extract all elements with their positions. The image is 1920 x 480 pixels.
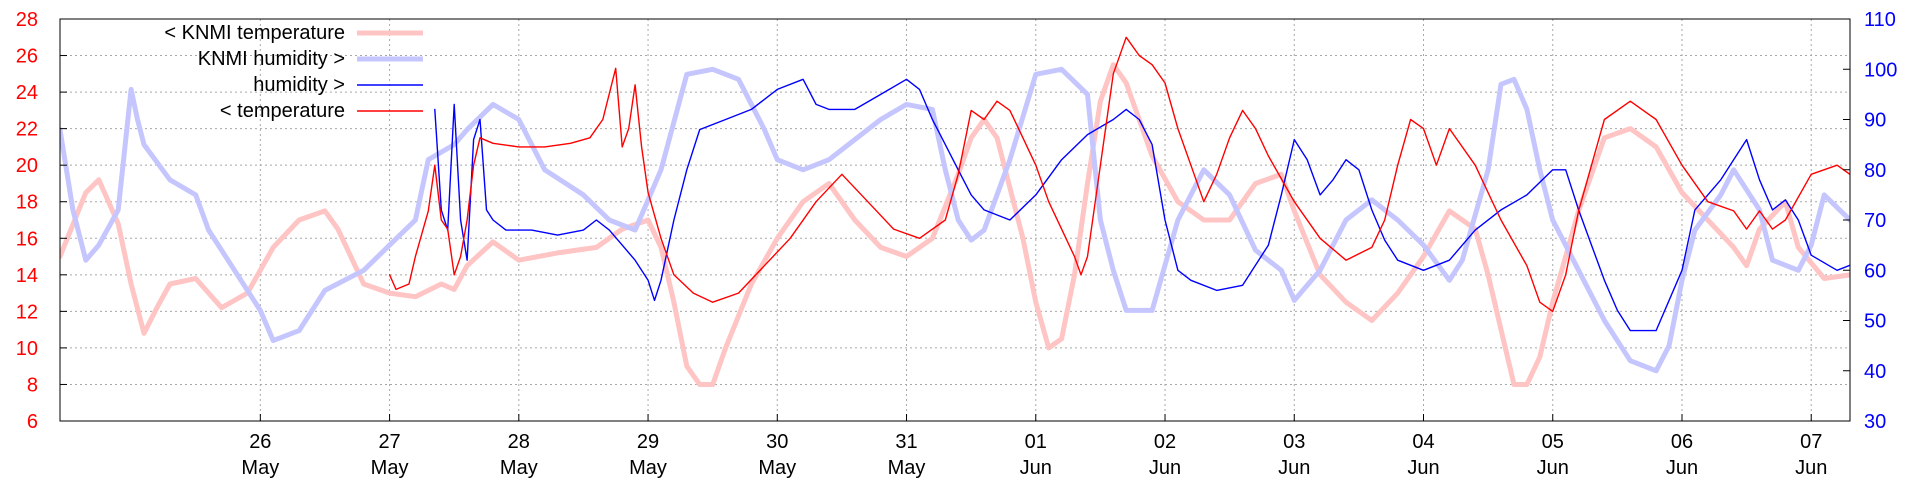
left-tick-label: 6 [27,411,38,433]
left-tick-label: 20 [16,155,38,177]
x-tick-day: 26 [249,431,271,453]
right-tick-label: 70 [1864,210,1886,232]
left-tick-label: 24 [16,82,38,104]
x-tick-month: May [500,457,538,479]
x-tick-month: May [758,457,796,479]
left-tick-label: 22 [16,119,38,141]
right-tick-label: 90 [1864,110,1886,132]
x-tick-month: May [888,457,926,479]
x-tick-month: Jun [1795,457,1827,479]
x-tick-day: 04 [1412,431,1434,453]
left-axis-ticks: 6 8 10 12 14 16 18 20 22 24 26 28 [16,9,67,433]
legend-label: humidity > [253,74,345,96]
left-tick-label: 16 [16,228,38,250]
x-tick-day: 30 [766,431,788,453]
x-tick-month: Jun [1407,457,1439,479]
x-tick-day: 07 [1800,431,1822,453]
plot-lines [60,36,1850,387]
left-tick-label: 28 [16,9,38,31]
x-tick-day: 31 [895,431,917,453]
left-tick-label: 26 [16,46,38,68]
right-tick-label: 40 [1864,361,1886,383]
x-tick-day: 06 [1671,431,1693,453]
x-tick-month: May [629,457,667,479]
x-tick-day: 03 [1283,431,1305,453]
left-tick-label: 10 [16,338,38,360]
x-tick-day: 05 [1542,431,1564,453]
x-tick-month: May [371,457,409,479]
left-tick-label: 12 [16,301,38,323]
right-tick-label: 30 [1864,411,1886,433]
series-knmi-humidity-line [60,66,1850,374]
legend-label: < temperature [220,100,345,122]
legend: < KNMI temperature KNMI humidity > humidit… [164,22,423,122]
x-tick-month: Jun [1537,457,1569,479]
x-tick-month: Jun [1149,457,1181,479]
series-humidity-line [434,78,1850,332]
right-tick-label: 100 [1864,59,1897,81]
left-tick-label: 18 [16,192,38,214]
right-tick-label: 80 [1864,160,1886,182]
x-tick-day: 27 [378,431,400,453]
left-tick-label: 8 [27,374,38,396]
x-tick-day: 01 [1025,431,1047,453]
x-tick-day: 29 [637,431,659,453]
left-tick-label: 14 [16,265,38,287]
x-tick-day: 02 [1154,431,1176,453]
x-tick-month: May [241,457,279,479]
right-tick-label: 50 [1864,311,1886,333]
x-axis-ticks: 26 May 27 May 28 May 29 May 30 May 31 May 01 Jun 02 Jun… [241,414,1827,479]
grid [60,19,1850,421]
x-tick-month: Jun [1020,457,1052,479]
right-axis-ticks: 30 40 50 60 70 80 90 100 110 [1843,9,1897,433]
x-tick-month: Jun [1278,457,1310,479]
series-temperature-line [388,36,1850,313]
x-tick-day: 28 [508,431,530,453]
legend-label: < KNMI temperature [164,22,345,44]
right-tick-label: 60 [1864,260,1886,282]
legend-label: KNMI humidity > [198,48,345,70]
x-tick-month: Jun [1666,457,1698,479]
right-tick-label: 110 [1864,9,1896,31]
